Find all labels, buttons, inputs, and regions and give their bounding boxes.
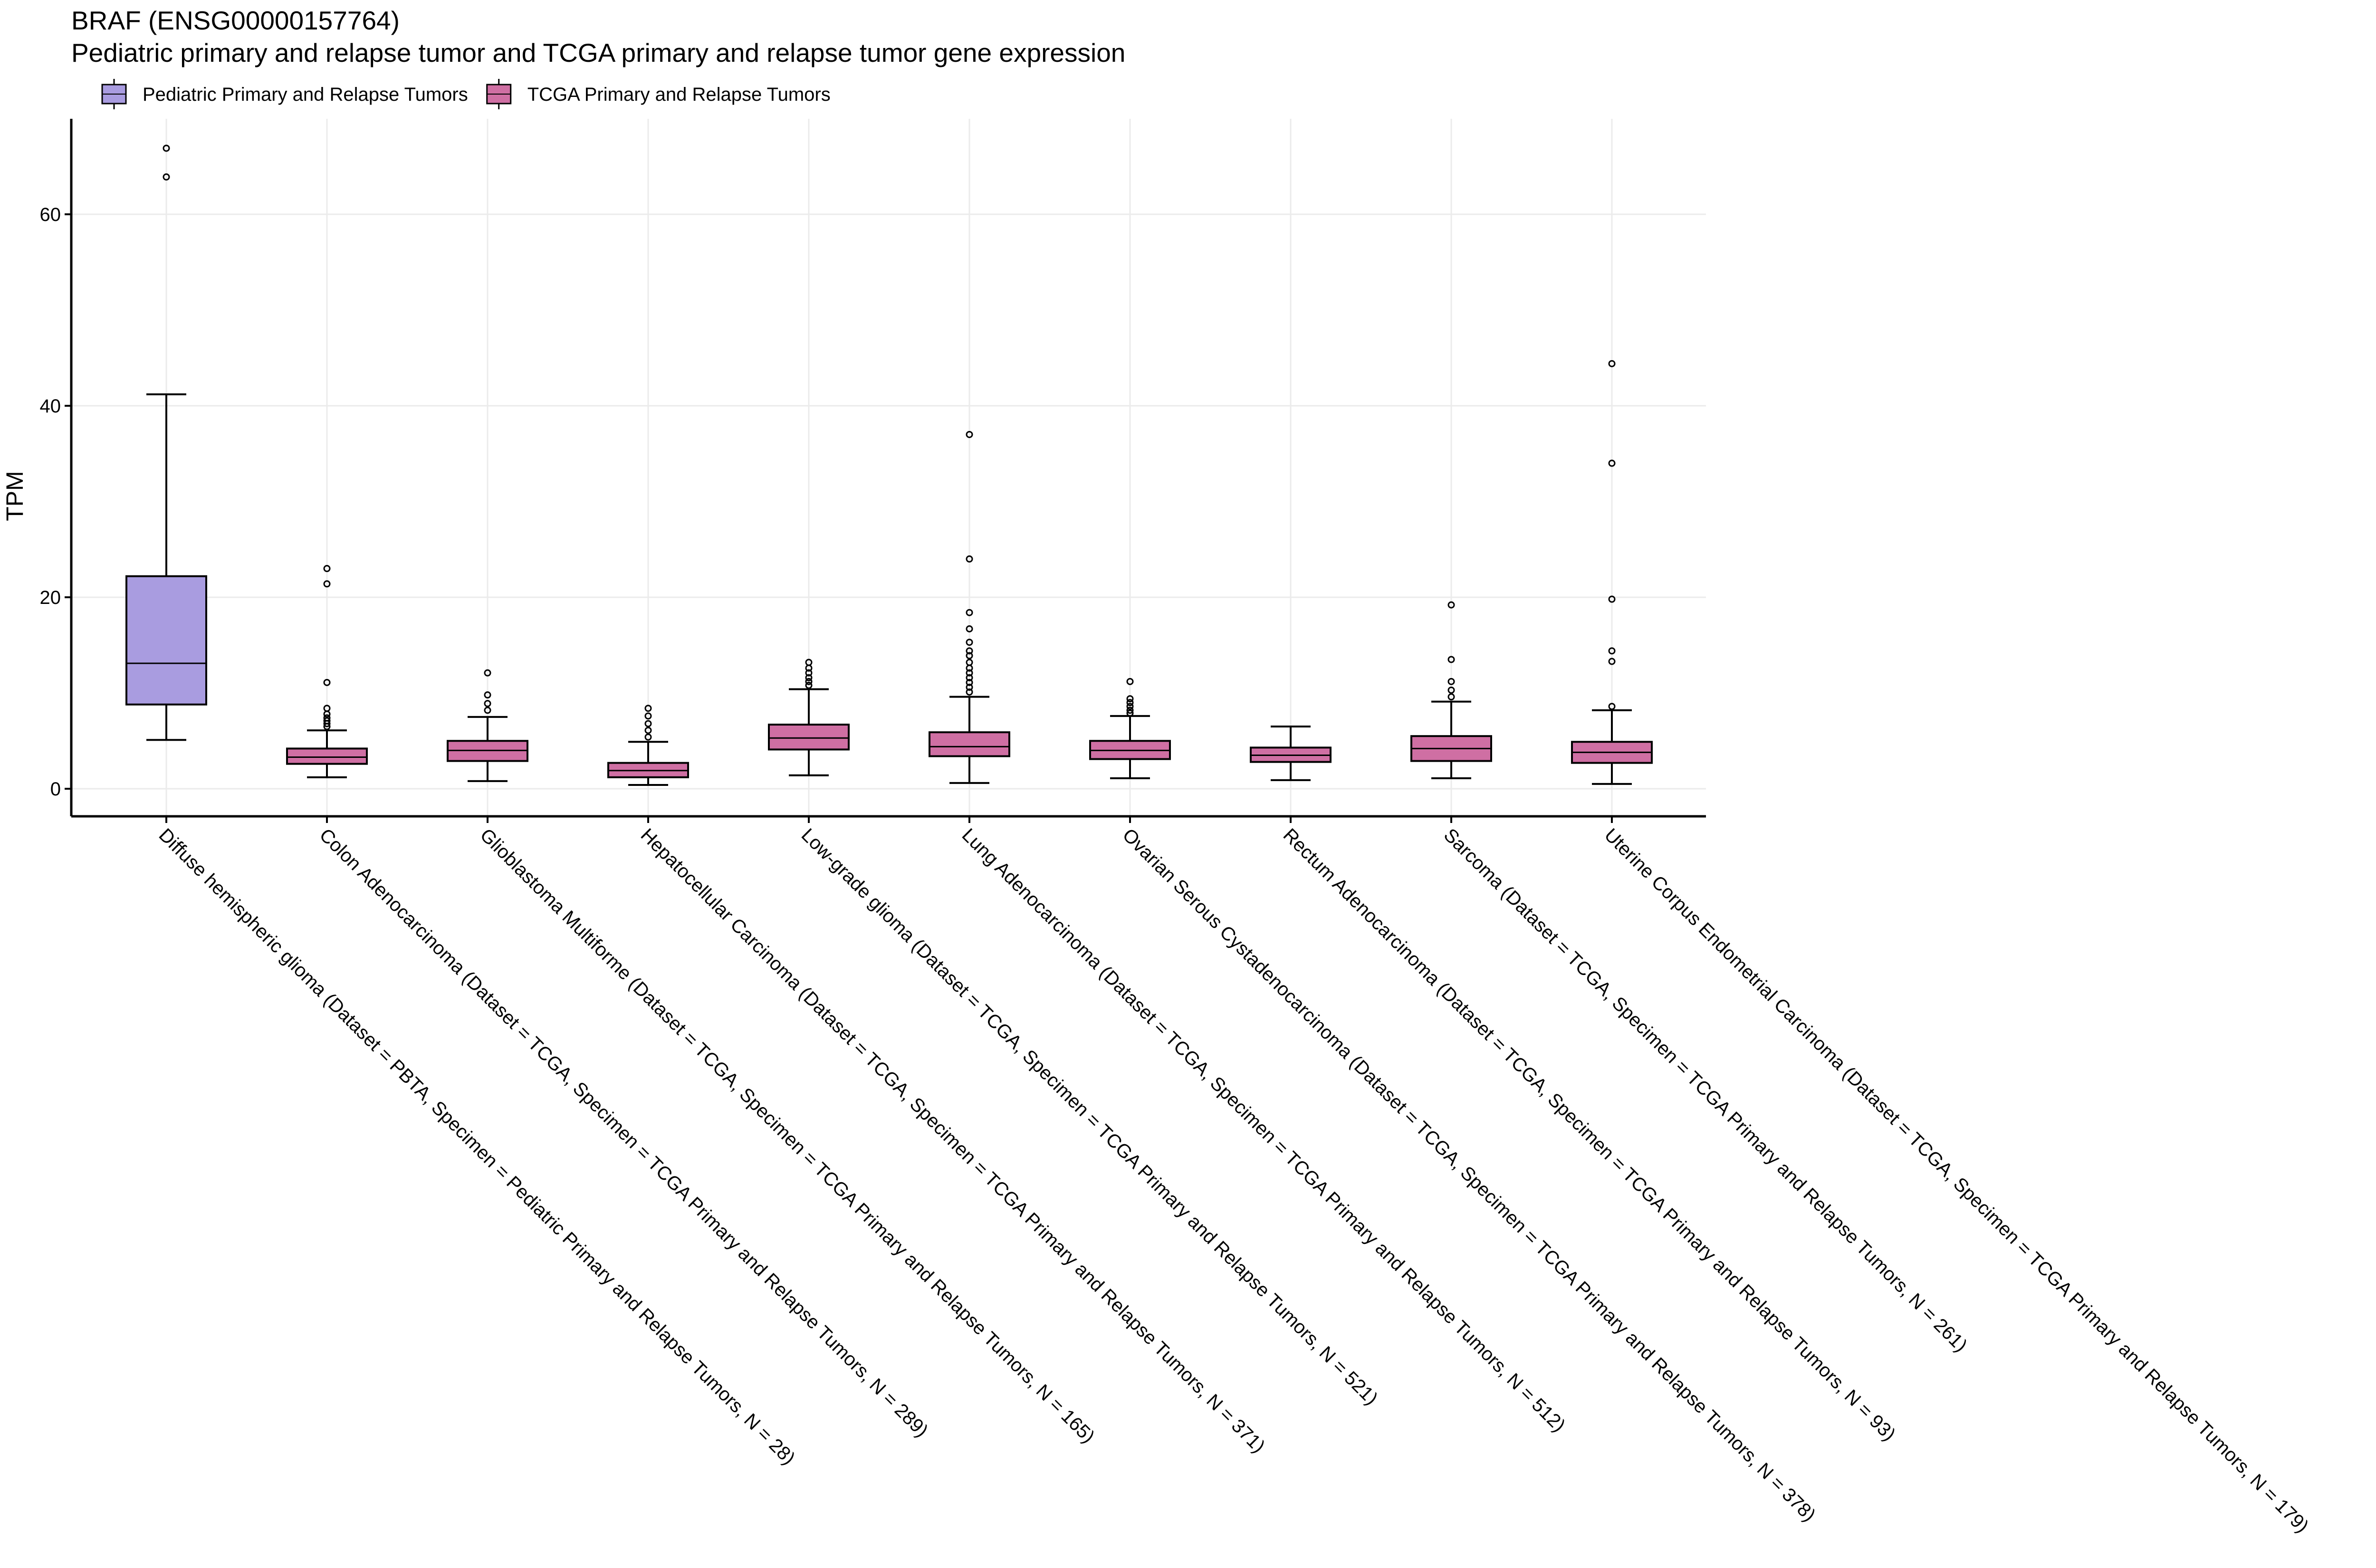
outlier-point: [966, 652, 973, 660]
outlier-point: [1126, 678, 1134, 685]
y-tick-label: 0: [50, 779, 61, 800]
x-tick-label: Colon Adenocarcinoma (Dataset = TCGA, Sp…: [316, 824, 932, 1441]
outlier-point: [323, 714, 331, 722]
outlier-point: [323, 565, 331, 573]
outlier-point: [966, 647, 973, 655]
outlier-point: [1608, 595, 1616, 603]
outlier-point: [1447, 693, 1455, 701]
outlier-point: [484, 700, 491, 708]
x-tick-label: Lung Adenocarcinoma (Dataset = TCGA, Spe…: [958, 824, 1570, 1436]
outlier-point: [966, 625, 973, 632]
outlier-point: [966, 430, 973, 438]
outlier-point: [644, 727, 652, 734]
y-tick-label: 60: [40, 204, 61, 225]
legend-label: Pediatric Primary and Relapse Tumors: [143, 84, 468, 105]
outlier-point: [484, 707, 491, 714]
axes: 0 20 40 60 TPM: [1, 119, 1706, 823]
y-tick-label: 20: [40, 587, 61, 608]
x-tick-label: Rectum Adenocarcinoma (Dataset = TCGA, S…: [1279, 824, 1900, 1445]
box-6: [1089, 678, 1171, 779]
outlier-point: [966, 683, 973, 691]
outlier-point: [966, 674, 973, 681]
x-tick-label: Uterine Corpus Endometrial Carcinoma (Da…: [1600, 824, 2313, 1537]
outlier-point: [1608, 360, 1616, 367]
y-axis-label: TPM: [1, 471, 28, 521]
outlier-point: [323, 705, 331, 712]
x-tick-label: Hepatocellular Carcinoma (Dataset = TCGA…: [637, 824, 1269, 1457]
outlier-point: [644, 720, 652, 727]
legend: Pediatric Primary and Relapse Tumors TCGA…: [101, 79, 831, 109]
chart-title: BRAF (ENSG00000157764): [71, 6, 400, 35]
box-4: [768, 659, 850, 776]
box-0: [125, 144, 207, 741]
outlier-point: [1447, 678, 1455, 685]
outlier-point: [805, 669, 813, 677]
box-iqr: [125, 575, 207, 706]
outlier-point: [966, 659, 973, 666]
chart-subtitle: Pediatric primary and relapse tumor and …: [71, 38, 1126, 67]
outlier-point: [966, 639, 973, 646]
outlier-point: [1447, 686, 1455, 694]
outlier-point: [323, 580, 331, 588]
outlier-point: [805, 681, 813, 689]
outlier-point: [163, 173, 170, 181]
outlier-point: [484, 669, 491, 677]
outlier-point: [805, 659, 813, 666]
outlier-point: [966, 609, 973, 616]
outlier-point: [1608, 647, 1616, 655]
x-tick-label: Sarcoma (Dataset = TCGA, Specimen = TCGA…: [1440, 824, 1972, 1356]
outlier-point: [966, 555, 973, 563]
legend-item-0: Pediatric Primary and Relapse Tumors: [101, 79, 468, 109]
outlier-point: [644, 705, 652, 712]
outlier-point: [644, 733, 652, 741]
box-series: [125, 144, 1653, 786]
outlier-point: [966, 688, 973, 696]
grid-lines: [71, 119, 1706, 816]
outlier-point: [966, 669, 973, 677]
outlier-point: [1126, 709, 1134, 717]
box-9: [1571, 360, 1653, 785]
box-iqr: [286, 747, 368, 765]
outlier-point: [1447, 656, 1455, 663]
outlier-point: [1126, 699, 1134, 707]
x-tick-label: Low-grade glioma (Dataset = TCGA, Specim…: [797, 824, 1382, 1409]
outlier-point: [323, 717, 331, 725]
box-iqr: [768, 723, 850, 751]
outlier-point: [1447, 601, 1455, 609]
x-tick-label: Glioblastoma Multiforme (Dataset = TCGA,…: [476, 824, 1099, 1447]
outlier-point: [805, 674, 813, 681]
box-8: [1410, 601, 1492, 779]
x-tick-label: Diffuse hemispheric glioma (Dataset = PB…: [155, 824, 799, 1469]
outlier-point: [1608, 703, 1616, 710]
outlier-point: [966, 679, 973, 686]
legend-item-1: TCGA Primary and Relapse Tumors: [486, 79, 831, 109]
outlier-point: [805, 678, 813, 685]
outlier-point: [1126, 707, 1134, 714]
legend-label: TCGA Primary and Relapse Tumors: [527, 84, 831, 105]
box-5: [929, 430, 1010, 784]
outlier-point: [323, 679, 331, 686]
y-tick-label: 40: [40, 396, 61, 417]
outlier-point: [163, 144, 170, 152]
outlier-point: [484, 691, 491, 699]
outlier-point: [1608, 459, 1616, 467]
box-2: [447, 669, 528, 782]
outlier-point: [1126, 703, 1134, 710]
outlier-point: [1126, 695, 1134, 703]
box-iqr: [929, 731, 1010, 757]
x-axis-tick-labels: Diffuse hemispheric glioma (Dataset = PB…: [155, 824, 2313, 1537]
box-1: [286, 565, 368, 778]
box-7: [1250, 726, 1332, 781]
outlier-point: [1608, 658, 1616, 665]
outlier-point: [644, 712, 652, 720]
box-3: [607, 705, 689, 786]
